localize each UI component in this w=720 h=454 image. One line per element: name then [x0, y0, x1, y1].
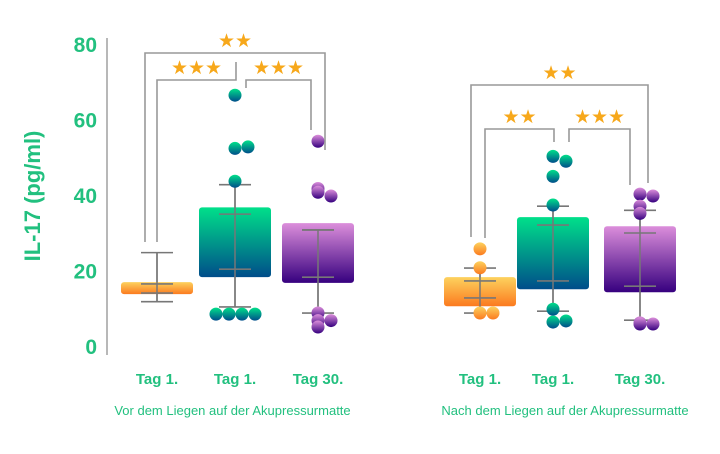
category-label: Tag 30.: [293, 371, 344, 388]
significance-stars: ★★: [502, 107, 536, 128]
significance-stars: ★★★: [574, 107, 625, 128]
data-point: [235, 307, 249, 321]
data-point: [228, 88, 242, 102]
box-orange: [444, 242, 516, 320]
significance-stars: ★★★: [253, 58, 304, 79]
data-point: [486, 306, 500, 320]
data-point: [546, 169, 560, 183]
significance-stars: ★★: [218, 31, 252, 52]
data-point: [222, 307, 236, 321]
significance-stars: ★★: [542, 63, 576, 84]
data-point: [546, 198, 560, 212]
data-point: [546, 149, 560, 163]
category-label: Tag 1.: [459, 371, 501, 388]
data-point: [646, 317, 660, 331]
y-tick-label: 0: [85, 336, 97, 359]
significance-bracket: [156, 62, 237, 242]
data-point: [633, 206, 647, 220]
data-point: [311, 185, 325, 199]
y-tick-label: 40: [74, 185, 97, 208]
category-label: Tag 1.: [532, 371, 574, 388]
data-point: [559, 154, 573, 168]
group-1: Tag 1. Tag 1. Tag 30. Nach dem Liegen auf d…: [441, 63, 688, 418]
significance-stars: ★★★: [171, 58, 222, 79]
data-point: [473, 242, 487, 256]
data-point: [473, 306, 487, 320]
data-point: [241, 140, 255, 154]
box-purple: [282, 134, 354, 334]
data-point: [646, 189, 660, 203]
group-label: Vor dem Liegen auf der Akupressurmatte: [114, 403, 350, 418]
box-teal: [199, 88, 271, 321]
data-point: [633, 317, 647, 331]
data-point: [546, 315, 560, 329]
data-point: [324, 314, 338, 328]
group-0: Tag 1. Tag 1. Tag 30. Vor dem Liegen auf de…: [114, 31, 354, 418]
category-label: Tag 1.: [214, 371, 256, 388]
significance-bracket: [568, 128, 631, 185]
significance-bracket: [484, 128, 555, 238]
box-purple: [604, 187, 676, 331]
y-tick-label: 60: [74, 110, 97, 133]
data-point: [248, 307, 262, 321]
significance-bracket: [144, 52, 326, 242]
category-label: Tag 30.: [615, 371, 666, 388]
data-point: [228, 141, 242, 155]
data-point: [228, 174, 242, 188]
data-point: [546, 302, 560, 316]
box-orange: [121, 251, 193, 303]
significance-bracket: [245, 79, 312, 130]
box-teal: [517, 149, 589, 329]
group-label: Nach dem Liegen auf der Akupressurmatte: [441, 403, 688, 418]
category-label: Tag 1.: [136, 371, 178, 388]
y-axis-label: IL-17 (pg/ml): [20, 131, 45, 262]
data-point: [633, 187, 647, 201]
data-point: [559, 314, 573, 328]
data-point: [209, 307, 223, 321]
data-point: [311, 320, 325, 334]
data-point: [473, 261, 487, 275]
y-tick-label: 20: [74, 261, 97, 284]
significance-bracket: [470, 84, 649, 237]
data-point: [324, 189, 338, 203]
data-point: [311, 134, 325, 148]
y-tick-label: 80: [74, 34, 97, 57]
